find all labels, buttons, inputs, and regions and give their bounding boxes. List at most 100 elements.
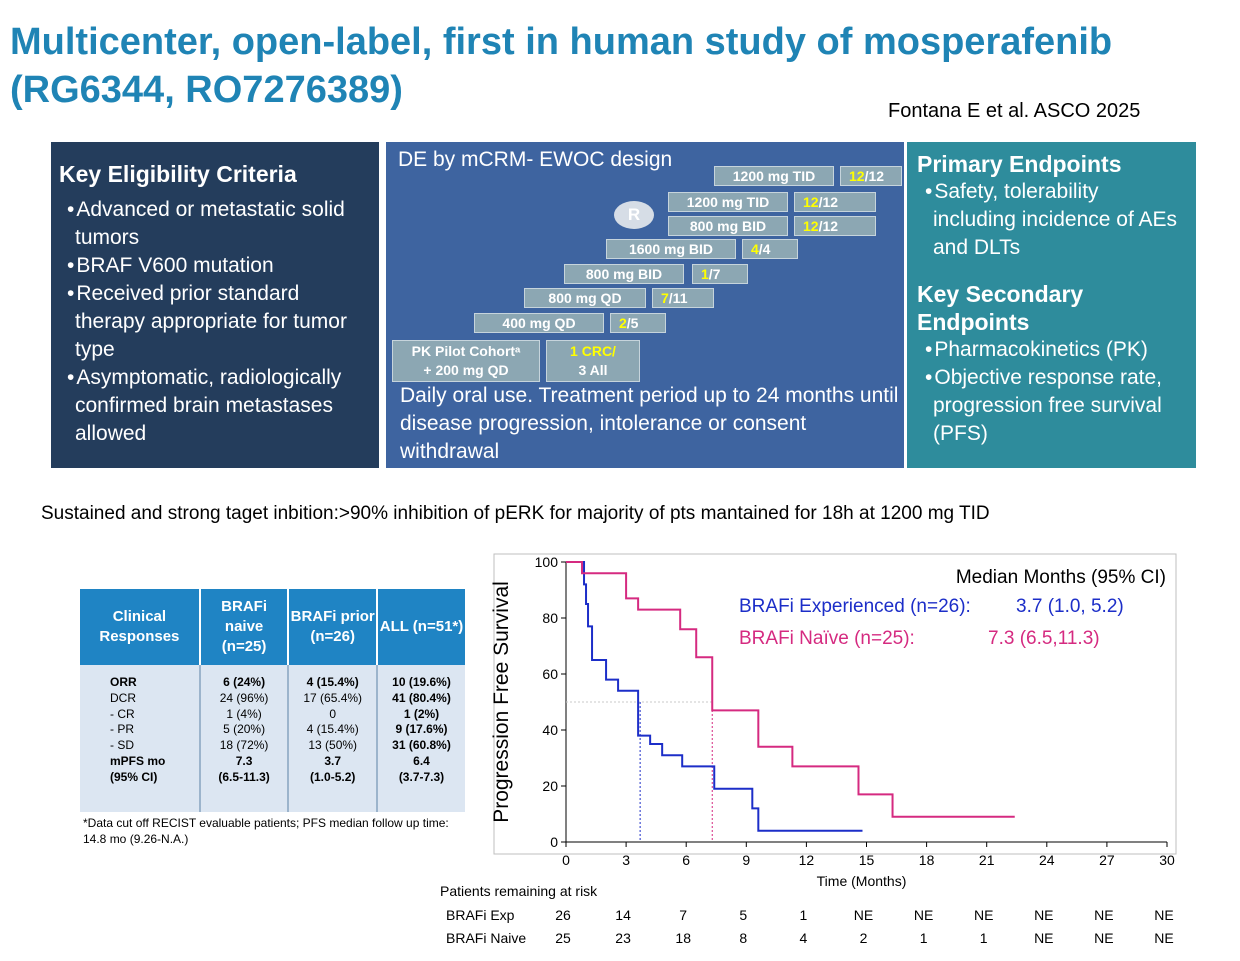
table-header: ALL (n=51*) (377, 589, 465, 665)
risk-value: NE (1034, 907, 1053, 923)
endpoints-panel: Primary Endpoints Safety, tolerability i… (907, 142, 1196, 468)
legend-label: BRAFi Naïve (n=25): (739, 628, 915, 649)
risk-value: 1 (980, 930, 988, 946)
risk-value: 1 (800, 907, 808, 923)
risk-value: 23 (615, 930, 631, 946)
cell-lab: DCR (110, 690, 136, 705)
cell-all: (3.7-7.3) (398, 769, 445, 784)
cell-prior: 4 (15.4%) (306, 675, 359, 689)
x-tick-label: 9 (742, 852, 750, 868)
y-tick-label: 100 (535, 554, 559, 570)
legend-title: Median Months (95% CI) (956, 567, 1166, 588)
y-tick-label: 20 (542, 778, 558, 794)
cell-naive: 6 (24%) (223, 675, 266, 689)
cell-naive: 24 (96%) (219, 690, 269, 705)
dose-box: 1600 mg BID (606, 239, 736, 259)
pk-pilot-box: PK Pilot Cohortᵃ + 200 mg QD (392, 340, 540, 382)
risk-value: NE (1154, 930, 1173, 946)
cell-lab: ORR (110, 675, 137, 689)
risk-value: 1 (920, 930, 928, 946)
eligibility-panel: Key Eligibility Criteria Advanced or met… (51, 142, 379, 468)
x-tick-label: 15 (859, 852, 875, 868)
table-header: BRAFi prior (n=26) (288, 589, 378, 665)
secondary-heading: Key Secondary Endpoints (917, 281, 1084, 335)
cell-prior: (1.0-5.2) (310, 769, 356, 784)
cell-naive: 7.3 (235, 753, 253, 768)
risk-value: NE (1094, 930, 1113, 946)
x-tick-label: 24 (1039, 852, 1055, 868)
y-tick-label: 60 (542, 666, 558, 682)
responses-table: Clinical Responses BRAFi naive (n=25) BR… (80, 589, 465, 812)
cell-all: 1 (2%) (403, 706, 440, 721)
legend-median: 7.3 (6.5,11.3) (988, 628, 1100, 649)
dose-box: 1200 mg TID (714, 166, 834, 186)
risk-value: 14 (615, 907, 631, 923)
chart-frame (493, 553, 1177, 855)
cell-naive: 18 (72%) (219, 738, 269, 753)
y-tick-label: 40 (542, 722, 558, 738)
cell-prior: 4 (15.4%) (306, 722, 359, 737)
risk-value: 4 (800, 930, 808, 946)
ratio-box: 1/7 (692, 264, 748, 284)
eligibility-heading: Key Eligibility Criteria (59, 161, 297, 187)
risk-value: NE (854, 907, 873, 923)
ratio-box: 12/12 (794, 192, 876, 212)
secondary-item: Pharmacokinetics (PK) (917, 336, 1186, 364)
cell-all: 41 (80.4%) (392, 690, 451, 705)
citation: Fontana E et al. ASCO 2025 (888, 100, 1141, 122)
ratio-box: 7/11 (652, 288, 714, 308)
cell-naive: 1 (4%) (226, 706, 262, 721)
cell-naive: (6.5-11.3) (218, 769, 270, 784)
risk-row-label: BRAFi Exp (446, 907, 515, 923)
cell-prior: 17 (65.4%) (303, 690, 363, 705)
risk-row-label: BRAFi Naive (446, 930, 526, 946)
risk-value: 8 (739, 930, 747, 946)
pk-ratio-box: 1 CRC/ 3 All (546, 340, 640, 382)
risk-value: 26 (555, 907, 571, 923)
risk-value: NE (1094, 907, 1113, 923)
ratio-box: 2/5 (610, 313, 666, 333)
cell-lab: (95% CI) (110, 769, 158, 784)
table-header: Clinical Responses (80, 589, 201, 665)
cell-lab: - SD (110, 738, 134, 753)
legend-label: BRAFi Experienced (n=26): (739, 596, 971, 617)
risk-value: NE (1034, 930, 1053, 946)
x-tick-label: 21 (979, 852, 995, 868)
prior-column: 4 (15.4%) 17 (65.4%) 0 4 (15.4%) 13 (50%) 3.7… (288, 665, 378, 812)
cell-all: 31 (60.8%) (392, 738, 451, 753)
primary-heading: Primary Endpoints (917, 151, 1122, 177)
x-tick-label: 27 (1099, 852, 1115, 868)
cell-lab: - PR (110, 722, 134, 737)
cell-prior: 3.7 (324, 753, 342, 768)
cell-lab: mPFS mo (110, 753, 166, 768)
design-footer: Daily oral use. Treatment period up to 2… (400, 384, 899, 463)
cell-all: 10 (19.6%) (392, 675, 451, 689)
x-tick-label: 0 (562, 852, 570, 868)
series-line (566, 561, 863, 832)
x-tick-label: 6 (682, 852, 690, 868)
randomization-badge: R (614, 201, 654, 229)
x-axis-label: Time (Months) (817, 873, 907, 889)
risk-value: NE (914, 907, 933, 923)
label-column: ORR DCR - CR - PR - SD mPFS mo (95% CI) (80, 665, 201, 812)
table-footnote: *Data cut off RECIST evaluable patients;… (83, 816, 449, 846)
dose-box: 1200 mg TID (668, 192, 788, 212)
eligibility-item: Received prior standard therapy appropri… (59, 280, 371, 364)
y-tick-label: 80 (542, 610, 558, 626)
x-tick-label: 30 (1159, 852, 1175, 868)
risk-value: 7 (679, 907, 687, 923)
x-tick-label: 18 (919, 852, 935, 868)
cell-prior: 13 (50%) (308, 738, 358, 753)
eligibility-item: Asymptomatic, radiologically confirmed b… (59, 364, 371, 448)
risk-value: 2 (860, 930, 868, 946)
cell-naive: 5 (20%) (223, 722, 266, 737)
ratio-box: 12/12 (840, 166, 902, 186)
series-line (566, 561, 1015, 818)
cell-prior: 0 (329, 706, 337, 721)
eligibility-item: BRAF V600 mutation (59, 252, 371, 280)
page-title: Multicenter, open-label, first in human … (10, 21, 1113, 111)
secondary-item: Objective response rate, progression fre… (917, 364, 1186, 448)
risk-value: NE (974, 907, 993, 923)
x-tick-label: 3 (622, 852, 630, 868)
